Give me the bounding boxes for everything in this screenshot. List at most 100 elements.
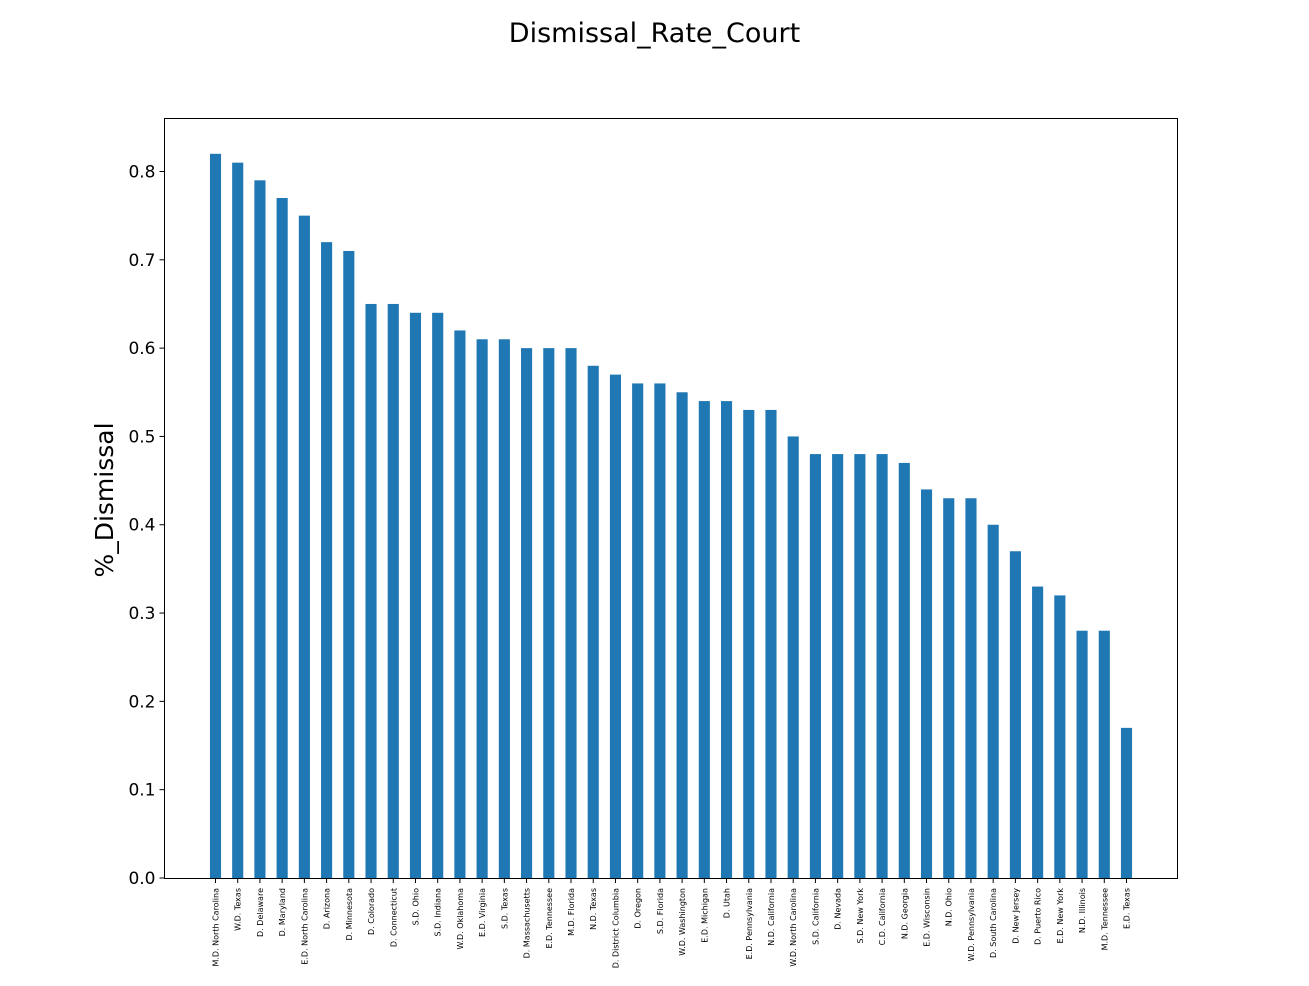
x-tick-label: W.D. Washington [678,888,687,956]
x-tick-label: W.D. Texas [234,888,243,931]
y-tick-label: 0.7 [128,251,155,271]
bar [676,392,688,878]
x-tick-label: E.D. Pennsylvania [745,888,754,960]
x-tick-label: S.D. Texas [500,888,509,929]
x-axis-ticks: M.D. North Carolina W.D. Texas D. Delaware… [212,878,1132,968]
x-tick-label: D. South Carolina [989,888,998,958]
x-tick-label: D. Arizona [323,888,332,929]
bar [765,409,777,878]
y-tick-label: 0.1 [128,781,155,801]
x-tick-label: D. Nevada [834,888,843,930]
bar [254,180,266,878]
x-tick-label: D. Oregon [634,888,643,929]
x-tick-label: C.D. California [878,888,887,945]
x-tick-label: W.D. North Carolina [789,888,798,967]
bar [476,339,488,878]
bar [432,312,444,878]
y-axis-ticks: 0.0 0.1 0.2 0.3 0.4 0.5 0.6 0.7 0.8 [128,162,165,889]
x-tick-label: W.D. Oklahoma [456,888,465,950]
bar [565,348,577,878]
bar [809,454,821,878]
x-tick-label: E.D. North Carolina [300,888,309,965]
x-tick-label: E.D. New York [1056,888,1065,944]
y-tick-label: 0.4 [128,516,155,536]
x-tick-label: W.D. Pennsylvania [967,888,976,961]
bar [943,498,955,878]
bar [209,153,222,878]
x-tick-label: D. Utah [723,888,732,918]
x-tick-label: D. Maryland [278,888,287,936]
y-tick-label: 0.8 [128,162,155,182]
plot-area-frame [164,118,1178,879]
bar [298,215,310,878]
x-tick-label: E.D. Wisconsin [923,888,932,947]
x-tick-label: S.D. Florida [656,888,665,934]
x-tick-label: N.D. Ohio [945,888,954,926]
bar [698,401,710,878]
x-tick-label: D. Massachusetts [523,888,532,958]
bar [365,303,377,879]
bar [343,250,355,879]
x-tick-label: E.D. Michigan [700,888,709,943]
x-tick-label: E.D. Texas [1123,888,1132,929]
x-tick-label: S.D. New York [856,888,865,944]
bar [654,383,666,878]
y-tick-label: 0.5 [128,427,155,447]
x-tick-label: S.D. California [811,888,820,945]
bar [1098,630,1110,878]
bar [387,303,399,879]
x-tick-label: D. Connecticut [389,888,398,947]
x-tick-label: S.D. Ohio [411,888,420,925]
chart-title: Dismissal_Rate_Court [509,18,800,49]
y-tick-label: 0.0 [128,869,155,889]
bar [232,162,244,878]
x-tick-label: S.D. Indiana [434,888,443,937]
bar [787,436,799,878]
y-tick-label: 0.6 [128,339,155,359]
bar [276,197,288,879]
x-tick-label: N.D. California [767,888,776,946]
x-tick-label: D. District Columbia [611,888,620,968]
bar [498,339,510,878]
bar [543,348,555,878]
bar [1009,551,1021,878]
bar [920,489,933,878]
bar [743,409,755,878]
x-tick-label: D. Puerto Rico [1034,888,1043,945]
bar [632,383,644,878]
x-tick-label: E.D. Virginia [478,888,487,937]
bar [1054,595,1066,878]
bar [854,454,866,878]
bar [321,242,333,878]
x-tick-label: N.D. Georgia [900,888,909,939]
x-tick-label: D. Minnesota [345,888,354,941]
x-tick-label: D. New Jersey [1011,888,1020,944]
bar [609,374,622,878]
bar [965,498,977,878]
bar [720,401,733,878]
bar [1032,586,1044,878]
x-tick-label: M.D. Florida [567,888,576,936]
x-tick-label: N.D. Texas [589,888,598,930]
x-tick-label: D. Colorado [367,888,376,935]
x-tick-label: N.D. Illinois [1078,888,1087,933]
bar [454,330,466,878]
y-axis-label: %_Dismissal [90,422,119,577]
x-tick-label: M.D. Tennessee [1100,888,1109,950]
bar [1120,727,1133,878]
bar [898,462,910,878]
bar [832,454,844,878]
bars-layer [209,153,1133,879]
bar [876,454,888,878]
y-tick-label: 0.3 [128,604,155,624]
bar [409,312,422,878]
x-tick-label: E.D. Tennessee [545,888,554,949]
x-tick-label: D. Delaware [256,888,265,937]
x-tick-label: M.D. North Carolina [212,888,221,967]
y-tick-label: 0.2 [128,692,155,712]
bar [1076,630,1088,878]
bar [587,365,599,878]
bar [521,348,533,878]
